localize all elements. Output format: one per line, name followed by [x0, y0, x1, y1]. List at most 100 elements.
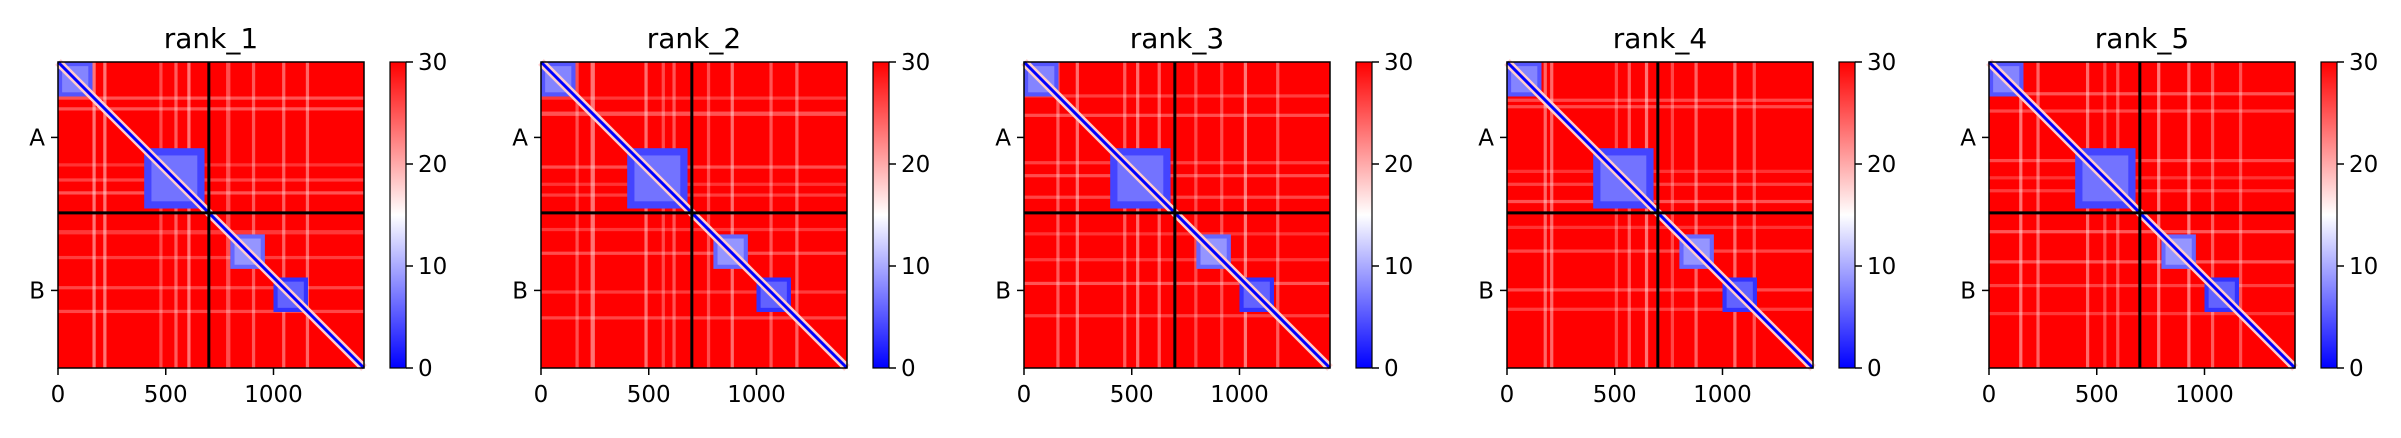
x-tick-label: 1000	[1693, 382, 1752, 408]
error-streak-vertical	[1123, 62, 1127, 368]
x-tick-label: 500	[1593, 382, 1637, 408]
chain-label: B	[995, 278, 1011, 304]
error-streak-vertical	[2238, 62, 2243, 368]
chain-label: B	[29, 278, 45, 304]
error-streak-horizontal	[541, 290, 847, 294]
colorbar	[1838, 61, 1856, 369]
error-streak-vertical	[187, 62, 191, 368]
error-streak-vertical	[1157, 62, 1161, 368]
chain-label: B	[512, 278, 528, 304]
plot-frame	[540, 61, 848, 369]
colorbar-tick-label: 0	[418, 356, 433, 382]
error-streak-vertical	[1543, 62, 1547, 368]
error-streak-horizontal	[1024, 232, 1330, 236]
error-streak-horizontal	[58, 230, 364, 235]
error-streak-horizontal	[58, 286, 364, 290]
error-streak-horizontal	[58, 96, 364, 100]
error-streak-vertical	[251, 62, 256, 368]
diagonal-line	[1987, 60, 2297, 370]
error-streak-vertical	[92, 62, 96, 368]
error-streak-horizontal	[541, 316, 847, 320]
colorbar	[872, 61, 890, 369]
error-streak-vertical	[2116, 62, 2120, 368]
colorbar-tick-label: 10	[418, 254, 447, 280]
error-streak-horizontal	[1989, 283, 2295, 288]
error-streak-horizontal	[1989, 230, 2295, 234]
error-streak-vertical	[2019, 62, 2023, 368]
colorbar-tick-label: 0	[2349, 356, 2364, 382]
error-streak-vertical	[1627, 62, 1631, 368]
error-streak-horizontal	[1024, 281, 1330, 286]
colorbar-tick-label: 0	[901, 356, 916, 382]
colorbar	[1355, 61, 1373, 369]
error-streak-vertical	[575, 62, 579, 368]
x-tick-label: 1000	[2175, 382, 2234, 408]
error-streak-horizontal	[1507, 98, 1813, 102]
error-streak-horizontal	[1989, 158, 2295, 163]
error-streak-horizontal	[1024, 113, 1330, 117]
x-tick-label: 0	[534, 382, 549, 408]
chain-label: B	[1478, 278, 1494, 304]
colorbar-tick-label: 30	[418, 50, 447, 76]
error-streak-horizontal	[1989, 109, 2295, 113]
error-streak-horizontal	[1024, 258, 1330, 262]
error-streak-horizontal	[1989, 176, 2295, 180]
error-streak-vertical	[1614, 62, 1618, 368]
error-streak-vertical	[282, 62, 286, 368]
error-streak-horizontal	[58, 191, 364, 195]
error-streak-vertical	[769, 62, 773, 368]
colorbar-tick-label: 10	[901, 254, 930, 280]
panel-title: rank_3	[1130, 22, 1224, 55]
panel-title: rank_2	[647, 22, 741, 55]
panel-rank_1: rank_1 A B 0 500 1000 0 10 20 30	[29, 22, 447, 408]
panel-title: rank_5	[2095, 22, 2189, 55]
colorbar-tick-label: 0	[1867, 356, 1882, 382]
error-streak-vertical	[103, 62, 107, 368]
error-streak-horizontal	[58, 309, 364, 314]
error-streak-vertical	[1694, 62, 1698, 368]
colorbar-tick-label: 20	[1384, 152, 1413, 178]
panel-title: rank_4	[1613, 22, 1707, 55]
x-tick-label: 500	[1110, 382, 1154, 408]
diagonal-line	[56, 60, 366, 370]
panel-title: rank_1	[164, 22, 258, 55]
error-streak-vertical	[1075, 62, 1079, 368]
error-streak-vertical	[706, 62, 711, 368]
panel-rank_2: rank_2 A B 0 500 1000 0 10 20 30	[512, 22, 930, 408]
error-streak-vertical	[730, 62, 734, 368]
error-streak-horizontal	[541, 227, 847, 232]
colorbar-tick-label: 30	[1384, 50, 1413, 76]
chain-label: A	[1478, 125, 1494, 151]
error-streak-vertical	[590, 62, 595, 368]
error-streak-vertical	[1550, 62, 1554, 368]
error-streak-vertical	[2103, 62, 2107, 368]
error-streak-horizontal	[1024, 174, 1330, 178]
error-streak-horizontal	[541, 111, 847, 116]
plot-frame	[1506, 61, 1814, 369]
chain-label: A	[1960, 125, 1976, 151]
chain-label: A	[29, 125, 45, 151]
error-streak-horizontal	[541, 96, 847, 100]
chain-label: A	[995, 125, 1011, 151]
error-streak-vertical	[1276, 62, 1280, 368]
colorbar-tick-label: 10	[1867, 254, 1896, 280]
error-streak-vertical	[1243, 62, 1248, 368]
error-streak-vertical	[2187, 62, 2191, 368]
error-streak-horizontal	[541, 251, 847, 255]
plot-frame	[1023, 61, 1331, 369]
x-tick-label: 1000	[244, 382, 303, 408]
error-streak-vertical	[1670, 62, 1675, 368]
error-streak-horizontal	[1507, 105, 1813, 109]
colorbar-tick-label: 10	[2349, 254, 2378, 280]
error-streak-horizontal	[58, 255, 364, 260]
error-streak-horizontal	[58, 163, 364, 167]
error-streak-vertical	[661, 62, 665, 368]
panel-rank_3: rank_3 A B 0 500 1000 0 10 20 30	[995, 22, 1413, 408]
x-tick-label: 500	[2075, 382, 2119, 408]
error-streak-vertical	[1220, 62, 1224, 368]
error-streak-horizontal	[1507, 182, 1813, 186]
x-tick-label: 0	[1500, 382, 1515, 408]
colorbar-tick-label: 30	[1867, 50, 1896, 76]
error-streak-horizontal	[1507, 307, 1813, 311]
error-streak-horizontal	[1024, 161, 1330, 165]
